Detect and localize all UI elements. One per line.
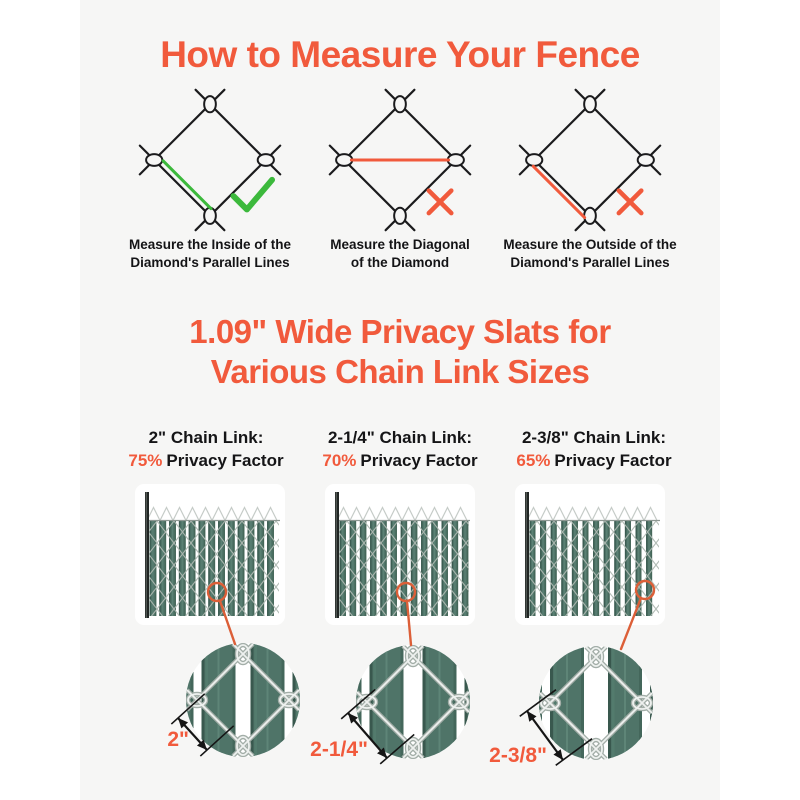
measure-line-outside: [531, 164, 587, 220]
chain-link-size: 2" Chain Link:: [148, 428, 264, 447]
variant-label-2-3-8in: 2-3/8" Chain Link: 65% Privacy Factor: [501, 426, 687, 472]
caption-line-2: Diamond's Parallel Lines: [130, 255, 290, 270]
diagram-caption: Measure the Diagonal of the Diamond: [310, 236, 490, 272]
privacy-factor-line: 70% Privacy Factor: [307, 449, 493, 472]
chain-link-labels-row: 2" Chain Link: 75% Privacy Factor 2-1/4" …: [110, 426, 690, 472]
privacy-percent: 75%: [128, 451, 163, 470]
magnified-content: [539, 646, 653, 760]
magnified-mesh-illustration: [186, 643, 300, 757]
diagram-caption: Measure the Outside of the Diamond's Par…: [500, 236, 680, 272]
slats-title-line-1: 1.09" Wide Privacy Slats for: [189, 313, 611, 350]
x-icon: [616, 188, 644, 216]
fence-illustration: [525, 492, 660, 618]
magnified-detail-2-3-8in: [538, 645, 654, 761]
magnified-mesh-illustration: [356, 645, 470, 759]
measure-diagram-outside: Measure the Outside of the Diamond's Par…: [500, 86, 680, 272]
chain-link-mesh: [529, 521, 659, 616]
fence-post: [145, 492, 149, 618]
measure-diagrams-row: Measure the Inside of the Diamond's Para…: [120, 86, 680, 272]
slats-title-line-2: Various Chain Link Sizes: [210, 353, 590, 390]
page-title: How to Measure Your Fence: [160, 34, 640, 75]
fence-top-wire: [146, 506, 278, 522]
measure-diagram-diagonal: Measure the Diagonal of the Diamond: [310, 86, 490, 272]
measure-diagram-inside: Measure the Inside of the Diamond's Para…: [120, 86, 300, 272]
magnified-content: [356, 645, 470, 759]
caption-line-2: of the Diamond: [350, 255, 450, 270]
privacy-percent: 65%: [516, 451, 551, 470]
fence-card-2in: [135, 484, 285, 625]
caption-line-1: Measure the Diagonal: [330, 237, 470, 252]
fence-illustrations-area: 2" 2-1/4" 2-3/8": [0, 484, 800, 800]
check-icon: [230, 176, 276, 213]
variant-label-2in: 2" Chain Link: 75% Privacy Factor: [113, 426, 299, 472]
fence-illustration: [335, 492, 470, 618]
fence-card-2-3-8in: [515, 484, 665, 625]
caption-line-1: Measure the Outside of the: [503, 237, 677, 252]
fence-post: [335, 492, 339, 618]
magnified-detail-2in: [185, 642, 301, 758]
privacy-factor-line: 65% Privacy Factor: [501, 449, 687, 472]
caption-line-2: Diamond's Parallel Lines: [510, 255, 670, 270]
chain-link-size: 2-1/4" Chain Link:: [327, 428, 473, 447]
caption-line-1: Measure the Inside of the: [128, 237, 292, 252]
fence-card-2-1-4in: [325, 484, 475, 625]
magnified-detail-2-1-4in: [355, 644, 471, 760]
magnified-content: [186, 643, 300, 757]
diamond-inside-illustration: [138, 88, 282, 232]
fence-top-wire: [336, 506, 468, 522]
x-icon: [426, 188, 454, 216]
variant-label-2-1-4in: 2-1/4" Chain Link: 70% Privacy Factor: [307, 426, 493, 472]
privacy-percent: 70%: [322, 451, 357, 470]
chain-link-size: 2-3/8" Chain Link:: [521, 428, 667, 447]
diamond-diagonal-illustration: [328, 88, 472, 232]
privacy-factor-line: 75% Privacy Factor: [113, 449, 299, 472]
measure-line-inside: [161, 159, 213, 211]
privacy-label: Privacy Factor: [360, 451, 478, 470]
magnified-mesh-illustration: [539, 646, 653, 760]
diagram-caption: Measure the Inside of the Diamond's Para…: [120, 236, 300, 272]
diamond-outside-illustration: [518, 88, 662, 232]
fence-top-wire: [526, 506, 658, 522]
content-flow: How to Measure Your Fence Measure the In…: [80, 0, 720, 472]
fence-illustration: [145, 492, 280, 618]
fence-post: [525, 492, 529, 618]
privacy-label: Privacy Factor: [554, 451, 672, 470]
privacy-label: Privacy Factor: [166, 451, 284, 470]
slats-section-title: 1.09" Wide Privacy Slats for Various Cha…: [80, 312, 720, 392]
